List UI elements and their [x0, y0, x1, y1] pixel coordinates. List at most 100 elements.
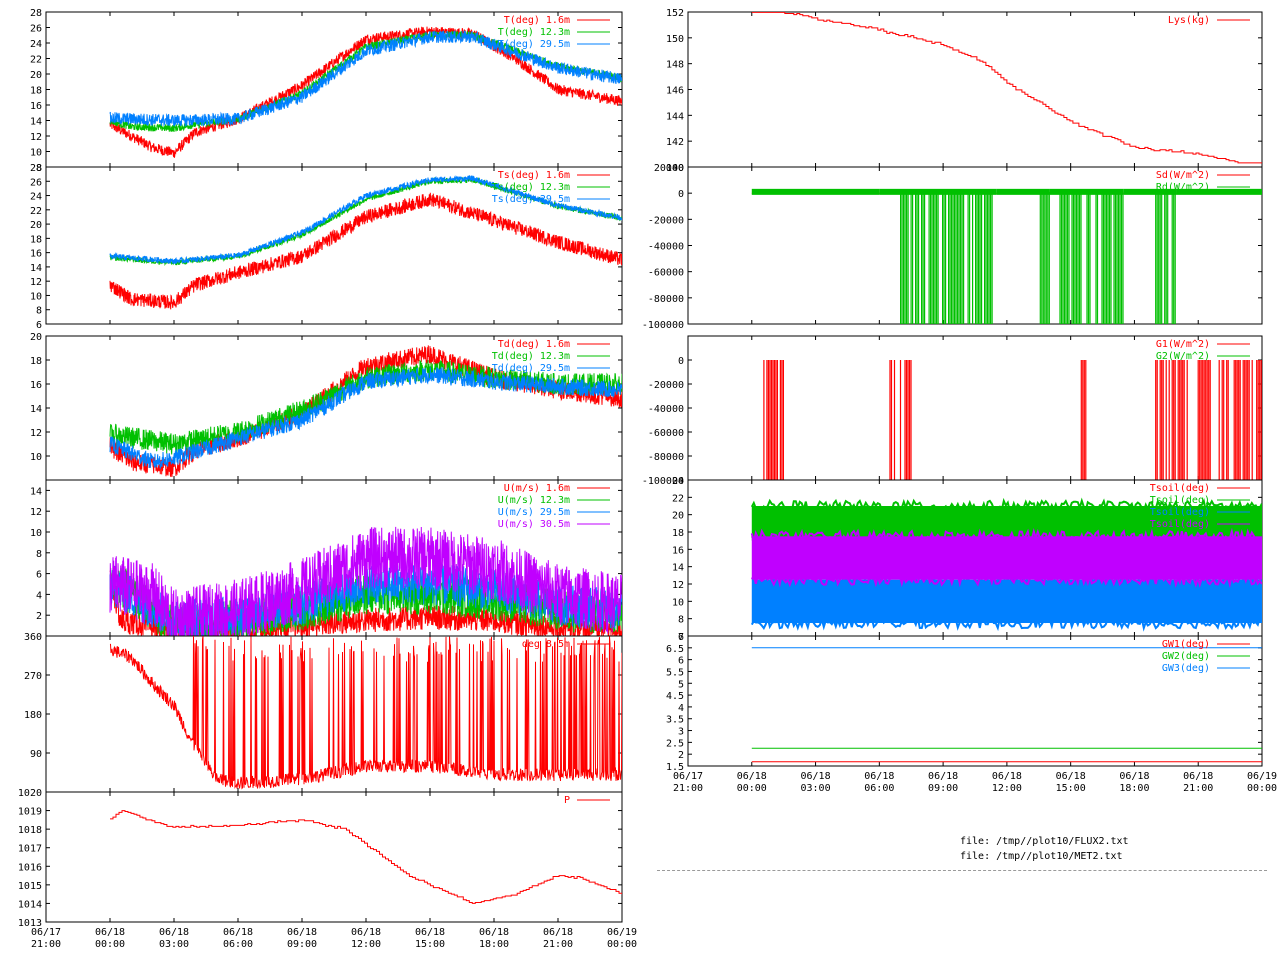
y-tick-label: 24 — [30, 192, 42, 203]
x-tick-label: 00:00 — [95, 939, 125, 950]
legend-label: Tsoil(deg) — [1150, 519, 1210, 530]
x-tick-label: 06/18 — [992, 771, 1022, 782]
series-soil-temperature-3 — [750, 527, 1262, 589]
y-tick-label: 20 — [672, 511, 684, 522]
file-line-2: file: /tmp//plot10/MET2.txt — [960, 851, 1123, 862]
y-tick-label: 140 — [666, 163, 684, 174]
legend-label: Ts(deg) 12.3m — [492, 182, 570, 193]
y-tick-label: 26 — [30, 24, 42, 35]
x-tick-label: 00:00 — [1247, 783, 1277, 794]
x-tick-label: 06/18 — [928, 771, 958, 782]
y-tick-label: 1019 — [18, 807, 42, 818]
legend-label: Td(deg) 29.5m — [492, 363, 570, 374]
y-tick-label: 20 — [30, 70, 42, 81]
chart-soil-temperature: 810121416182022624Tsoil(deg)Tsoil(deg)Ts… — [672, 476, 1263, 643]
x-tick-label: 15:00 — [1056, 783, 1086, 794]
series-temperature-0 — [109, 26, 622, 158]
y-tick-label: 14 — [672, 563, 684, 574]
legend-label: Tsoil(deg) — [1150, 507, 1210, 518]
x-tick-label: 06/18 — [1183, 771, 1213, 782]
chart-pressure: 1013101410151016101710181019102006/1721:… — [18, 788, 637, 950]
legend-label: G2(W/m^2) — [1156, 351, 1210, 362]
series-radiation-1 — [751, 188, 1262, 324]
y-tick-label: 14 — [30, 404, 42, 415]
y-tick-label: 152 — [666, 8, 684, 19]
y-tick-label: 2 — [36, 611, 42, 622]
x-tick-label: 00:00 — [607, 939, 637, 950]
legend-label: deg 8.5m — [522, 639, 570, 650]
y-tick-label: 18 — [672, 528, 684, 539]
series-pressure-0 — [110, 810, 622, 904]
x-tick-label: 06/18 — [864, 771, 894, 782]
legend-label: GW3(deg) — [1162, 663, 1210, 674]
y-tick-label: 180 — [24, 710, 42, 721]
plot-frame — [45, 166, 623, 325]
file-info: file: /tmp//plot10/FLUX2.txt file: /tmp/… — [960, 834, 1129, 864]
series-surface-temperature-2 — [109, 174, 622, 265]
x-tick-label: 15:00 — [415, 939, 445, 950]
legend-label: U(m/s) 12.3m — [498, 495, 570, 506]
y-tick-label: -40000 — [648, 242, 684, 253]
y-tick-label: 148 — [666, 60, 684, 71]
y-tick-label: 18 — [30, 234, 42, 245]
x-tick-label: 06/18 — [159, 927, 189, 938]
y-tick-label: 2.5 — [666, 738, 684, 749]
x-tick-label: 06/18 — [287, 927, 317, 938]
legend-label: T(deg) 29.5m — [498, 39, 570, 50]
y-tick-label: 270 — [24, 671, 42, 682]
y-tick-label: 12 — [30, 428, 42, 439]
y-tick-label: 1016 — [18, 862, 42, 873]
y-tick-label: 6.5 — [666, 644, 684, 655]
y-tick-label: 2 — [678, 750, 684, 761]
y-tick-label: 18 — [30, 86, 42, 97]
y-tick-label: 142 — [666, 137, 684, 148]
y-tick-label: 24 — [30, 39, 42, 50]
y-tick-label: 6 — [678, 632, 684, 643]
series-wind-direction-0 — [109, 636, 622, 790]
y-tick-label: -20000 — [648, 215, 684, 226]
y-tick-label: 1015 — [18, 881, 42, 892]
y-tick-label: 8 — [678, 615, 684, 626]
y-tick-label: 14 — [30, 117, 42, 128]
legend-label: Rd(W/m^2) — [1156, 182, 1210, 193]
y-tick-label: 12 — [30, 507, 42, 518]
chart-soil-heat-flux: 0 -20000 -40000 -60000 -80000 -100000 G1(W/m^2… — [642, 335, 1263, 487]
legend-label: Lys(kg) — [1168, 15, 1210, 26]
x-tick-label: 12:00 — [992, 783, 1022, 794]
chart-mass: 142 144 146 148 150 152 140 Lys(kg) — [666, 8, 1263, 174]
x-tick-label: 06/18 — [351, 927, 381, 938]
y-tick-label: 0 — [678, 189, 684, 200]
x-tick-label: 06/18 — [1056, 771, 1086, 782]
plot-frame — [687, 635, 1263, 767]
x-tick-label: 18:00 — [479, 939, 509, 950]
y-tick-label: 146 — [666, 86, 684, 97]
y-tick-label: 5.5 — [666, 667, 684, 678]
legend-label: U(m/s) 29.5m — [498, 507, 570, 518]
x-tick-label: 12:00 — [351, 939, 381, 950]
y-tick-label: 10 — [30, 528, 42, 539]
legend-label: Td(deg) 1.6m — [498, 339, 570, 350]
file-line-1: file: /tmp//plot10/FLUX2.txt — [960, 836, 1129, 847]
x-tick-label: 06/19 — [1247, 771, 1277, 782]
y-tick-label: 7 — [678, 632, 684, 643]
y-tick-label: 20000 — [654, 163, 684, 174]
y-tick-label: 10 — [30, 148, 42, 159]
legend-label: Tsoil(deg) — [1150, 495, 1210, 506]
y-tick-label: -100000 — [642, 320, 684, 331]
y-tick-label: 144 — [666, 111, 684, 122]
y-tick-label: 6 — [36, 320, 42, 331]
x-tick-label: 06/18 — [415, 927, 445, 938]
y-tick-label: 22 — [30, 206, 42, 217]
y-tick-label: 12 — [672, 580, 684, 591]
x-tick-label: 09:00 — [287, 939, 317, 950]
series-wind-speed-2 — [109, 562, 622, 636]
y-tick-label: 6 — [678, 656, 684, 667]
separator-dashed — [657, 870, 1267, 871]
series-temperature-2 — [109, 30, 622, 127]
y-tick-label: -60000 — [648, 428, 684, 439]
y-tick-label: 8 — [36, 549, 42, 560]
